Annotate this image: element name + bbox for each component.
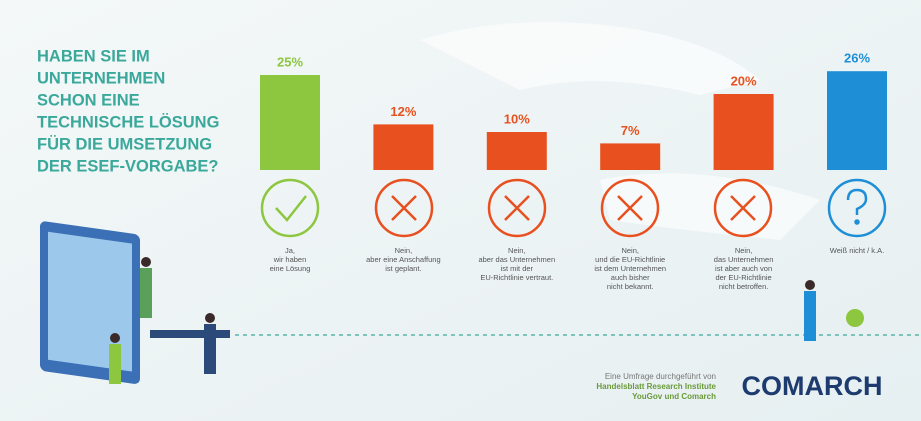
category-label: auch bisher [611,273,650,282]
icon-question [846,188,868,215]
map-shape [420,22,820,240]
category-label: ist aber auch von [715,264,772,273]
category-label: wir haben [273,255,307,264]
category-label: ist dem Unternehmen [594,264,666,273]
person [204,324,216,374]
category-label: der EU-Richtlinie [715,273,771,282]
bar [486,132,547,170]
source-text: Handelsblatt Research Institute [596,382,716,391]
icon-cross [504,195,530,221]
chart-title: FÜR DIE UMSETZUNG [37,134,212,153]
bar [827,71,887,170]
value-label: 26% [844,51,870,66]
category-label: aber das Unternehmen [478,255,555,264]
icon-check [260,178,320,238]
icon-check [275,195,307,222]
icon-cross [391,195,417,221]
value-label: 25% [277,54,303,69]
desk [150,330,230,338]
category-label: ist mit der [501,264,534,273]
value-label: 12% [390,104,416,119]
icon-cross [374,178,434,238]
bar [260,75,320,170]
bar [373,124,434,170]
icon-question [827,178,887,238]
bar [713,94,774,170]
icon-cross [713,178,773,238]
logo: COMARCH [742,371,883,401]
category-label: Nein, [735,246,753,255]
person [110,333,120,343]
category-label: Nein, [621,246,639,255]
category-label: EU-Richtlinie vertraut. [480,273,553,282]
category-label: Nein, [508,246,526,255]
person [205,313,215,323]
person [141,257,151,267]
source-text: Eine Umfrage durchgeführt von [605,372,716,381]
category-label: Nein, [395,246,413,255]
category-label: ist geplant. [385,264,421,273]
category-label: und die EU-Richtlinie [595,255,665,264]
category-label: Ja, [285,246,295,255]
category-label: Weiß nicht / k.A. [830,246,884,255]
icon-cross [730,195,756,221]
person [140,268,152,318]
value-label: 10% [504,111,530,126]
source-text: YouGov und Comarch [632,392,716,401]
category-label: nicht betroffen. [719,282,768,291]
value-label: 20% [731,73,757,88]
category-label: aber eine Anschaffung [366,255,441,264]
bar [600,143,661,170]
illustration [40,221,864,384]
value-label: 7% [621,123,640,138]
icon-cross [617,195,643,221]
icon-cross [600,178,660,238]
pin [846,309,864,327]
icon-cross [487,178,547,238]
category-label: das Unternehmen [714,255,774,264]
person [805,280,815,290]
category-label: eine Lösung [270,264,311,273]
category-label: nicht bekannt. [607,282,654,291]
icons [260,178,887,238]
chart-title: UNTERNEHMEN [37,69,165,87]
icon-question [854,219,860,225]
person [109,344,121,384]
chart-title: DER ESEF-VORGABE? [37,157,219,175]
person [804,291,816,341]
chart-title: HABEN SIE IM [37,47,150,65]
chart-title: TECHNISCHE LÖSUNG [37,112,219,131]
chart-title: SCHON EINE [37,91,140,109]
